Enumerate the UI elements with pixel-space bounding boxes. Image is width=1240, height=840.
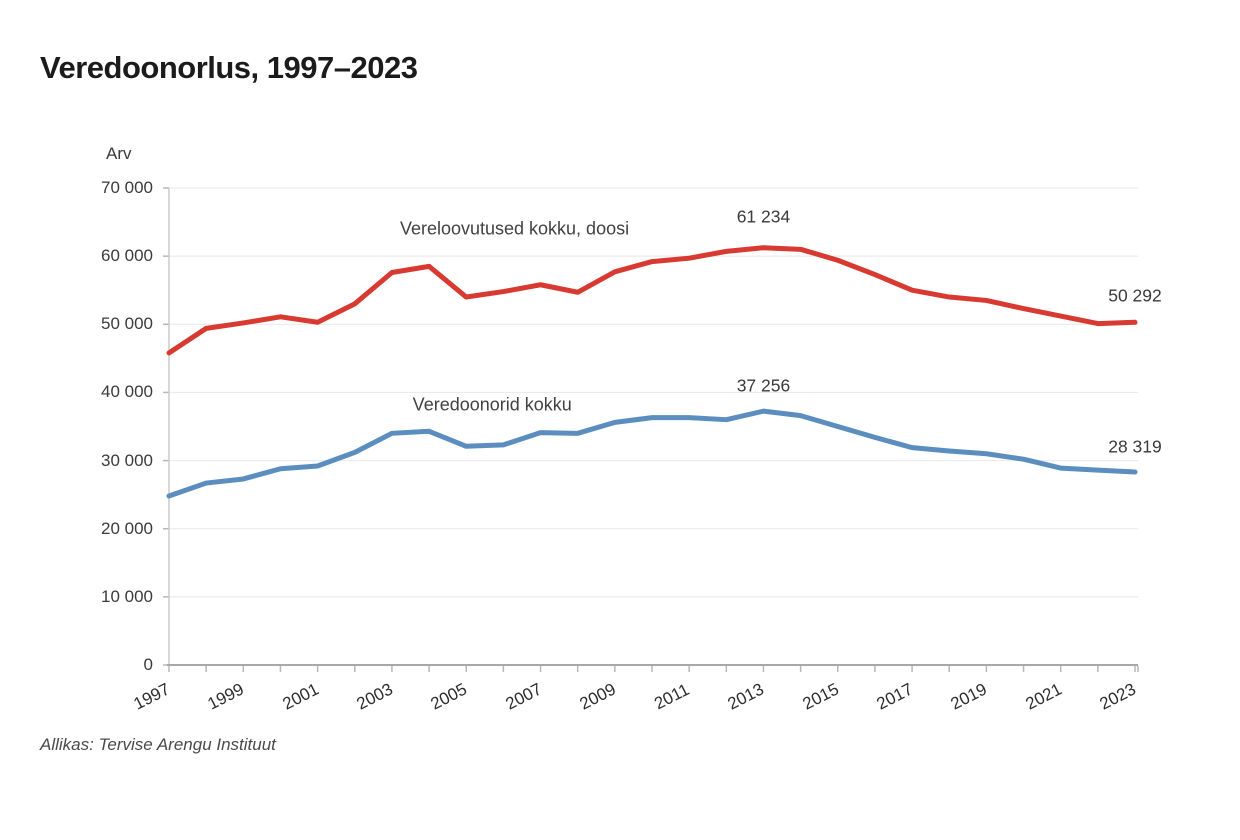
y-tick-label: 20 000 [101,518,153,538]
y-tick-label: 70 000 [101,178,153,197]
y-tick-label: 40 000 [101,382,153,402]
source-note: Allikas: Tervise Arengu Instituut [40,735,276,754]
y-tick-label: 0 [143,655,153,674]
y-tick-label: 30 000 [101,450,153,470]
data-label: 61 234 [736,206,791,227]
y-axis-title: Arv [106,144,132,163]
chart-title: Veredoonorlus, 1997–2023 [40,50,418,85]
data-label: 37 256 [736,375,791,396]
y-tick-label: 60 000 [101,246,153,266]
series-label-0: Vereloovutused kokku, doosi [399,218,630,239]
series-line-1 [166,408,1138,499]
y-tick-label: 10 000 [101,586,153,606]
data-label: 28 319 [1108,436,1162,457]
data-label: 50 292 [1108,285,1162,306]
series-label-1: Veredoonorid kokku [412,394,572,415]
series-line-0 [166,245,1138,356]
y-tick-label: 50 000 [101,314,153,334]
